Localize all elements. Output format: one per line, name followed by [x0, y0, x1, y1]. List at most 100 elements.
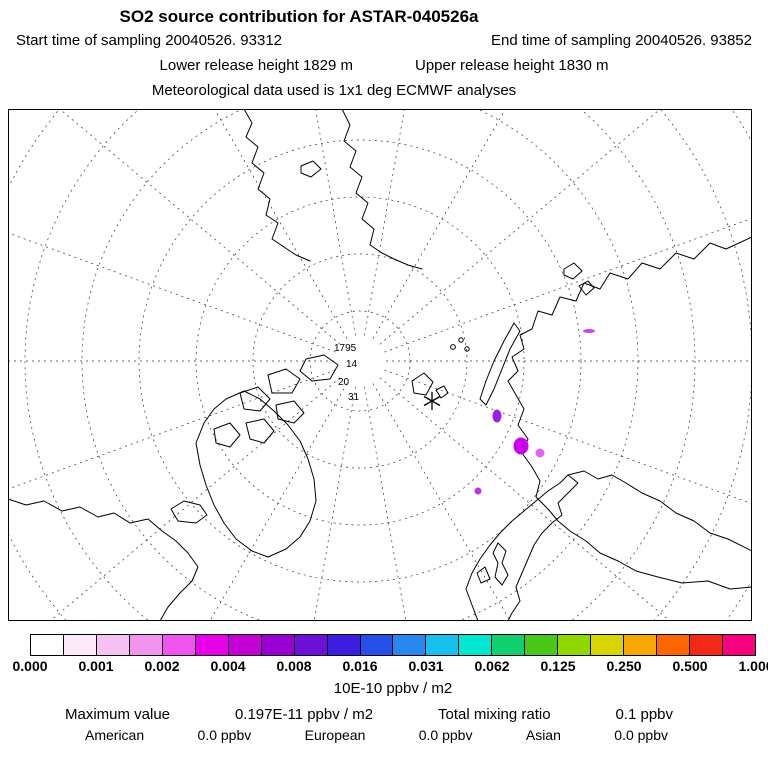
map-svg: 1795 14 20 31: [8, 109, 752, 621]
summary-row: Maximum value 0.197E-11 ppbv / m2 Total …: [0, 706, 768, 723]
plume-patch: [535, 448, 545, 458]
release-heights-row: Lower release height 1829 m Upper releas…: [0, 53, 768, 78]
coastline-franz-josef: [464, 346, 470, 352]
colorbar-cell: [162, 635, 196, 655]
max-value: 0.197E-11 ppbv / m2: [234, 706, 374, 723]
coastline-svalbard: [435, 385, 449, 399]
coastline-severnaya-zemlya: [563, 262, 583, 280]
region-value: 0.0 ppbv: [418, 727, 473, 743]
mixing-ratio-label: Total mixing ratio: [438, 706, 551, 723]
colorbar-tick-label: 0.016: [342, 658, 378, 674]
colorbar-cell: [261, 635, 295, 655]
coastline-arctic-island: [275, 400, 305, 424]
graticule: [9, 110, 751, 620]
colorbar-tick-label: 0.250: [606, 658, 642, 674]
colorbar-cell: [96, 635, 130, 655]
colorbar-ticks: 0.000 0.001 0.002 0.004 0.008 0.016 0.031 0.062…: [12, 658, 768, 677]
release-point-marker: [423, 392, 441, 410]
coastline-ireland: [476, 566, 491, 584]
plume-patch: [492, 409, 502, 423]
colorbar-tick-label: 0.031: [408, 658, 444, 674]
colorbar-tick-label: 0.000: [12, 658, 48, 674]
colorbar-cell: [690, 635, 724, 655]
coastline-iceland: [170, 500, 208, 524]
lower-release-text: Lower release height 1829 m: [159, 57, 353, 74]
coastline-arctic-island: [299, 354, 339, 382]
colorbar-cells: [30, 634, 756, 656]
colorbar-tick-label: 0.500: [672, 658, 708, 674]
plume-patches: [474, 329, 595, 495]
latitude-circle: [24, 110, 696, 620]
regions-row: American 0.0 ppbv European 0.0 ppbv Asia…: [0, 727, 768, 743]
colorbar-cell: [360, 635, 394, 655]
pole-label: 20: [338, 377, 350, 388]
plume-patch: [474, 487, 482, 495]
colorbar-cell: [624, 635, 658, 655]
colorbar-cell: [723, 635, 755, 655]
plume-patch: [513, 437, 529, 455]
colorbar-tick-label: 0.002: [144, 658, 180, 674]
max-value-label: Maximum value: [65, 706, 171, 723]
header: SO2 source contribution for ASTAR-040526…: [0, 0, 768, 103]
colorbar-cell: [294, 635, 328, 655]
coastline-arctic-island: [213, 422, 241, 448]
colorbar-tick-label: 0.062: [474, 658, 510, 674]
pole-label: 14: [346, 359, 358, 370]
coastline-franz-josef: [458, 337, 464, 343]
latitude-circle: [252, 253, 468, 469]
coastline-scandinavia: [465, 474, 579, 620]
colorbar-cell: [63, 635, 97, 655]
colorbar-cell: [426, 635, 460, 655]
coastline-chukotka: [243, 110, 311, 262]
coastline-britain: [492, 542, 509, 586]
sampling-times-row: Start time of sampling 20040526. 93312 E…: [0, 28, 768, 53]
upper-release-text: Upper release height 1830 m: [415, 57, 609, 74]
colorbar-cell: [591, 635, 625, 655]
colorbar-unit-label: 10E-10 ppbv / m2: [333, 680, 453, 697]
latitude-circle: [138, 139, 582, 583]
coastline-wrangel-island: [300, 160, 322, 178]
region-name: Asian: [525, 727, 561, 743]
colorbar-tick-label: 0.001: [78, 658, 114, 674]
coastline-arctic-island: [245, 418, 275, 444]
pole-labels: 1795 14 20 31: [334, 343, 360, 403]
pole-label: 1795: [334, 343, 357, 354]
coastline-arctic-island: [267, 368, 301, 394]
pole-label: 31: [348, 392, 360, 403]
colorbar-cell: [228, 635, 262, 655]
colorbar-tick-label: 0.004: [210, 658, 246, 674]
coastline-arctic-island: [239, 386, 271, 412]
coastline-siberia: [507, 236, 751, 590]
map-border: [8, 109, 752, 621]
region-name: European: [304, 727, 366, 743]
end-time-text: End time of sampling 20040526. 93852: [490, 32, 752, 49]
coastline-novaya-zemlya: [479, 322, 521, 406]
colorbar-tick-label: 0.125: [540, 658, 576, 674]
colorbar-cell: [558, 635, 592, 655]
mixing-ratio-value: 0.1 ppbv: [615, 706, 673, 723]
colorbar: 0.000 0.001 0.002 0.004 0.008 0.016 0.031 0.062…: [12, 634, 768, 677]
colorbar-cell: [459, 635, 493, 655]
coastline-alaska: [341, 110, 423, 270]
colorbar-cell: [195, 635, 229, 655]
met-data-text: Meteorological data used is 1x1 deg ECMW…: [151, 82, 517, 99]
region-value: 0.0 ppbv: [197, 727, 252, 743]
coastline-north-america: [9, 498, 199, 620]
colorbar-tick-label: 1.000: [738, 658, 768, 674]
start-time-text: Start time of sampling 20040526. 93312: [16, 32, 283, 49]
colorbar-cell: [327, 635, 361, 655]
colorbar-cell: [657, 635, 691, 655]
region-name: American: [85, 727, 145, 743]
colorbar-cell: [525, 635, 559, 655]
colorbar-cell: [393, 635, 427, 655]
page-title: SO2 source contribution for ASTAR-040526…: [119, 7, 479, 26]
coastline-svalbard: [411, 372, 434, 396]
plume-patch: [583, 329, 595, 333]
colorbar-cell: [31, 635, 64, 655]
coastline-russia: [567, 470, 751, 552]
colorbar-tick-label: 0.008: [276, 658, 312, 674]
colorbar-cell: [492, 635, 526, 655]
coastlines: [9, 110, 751, 620]
colorbar-cell: [129, 635, 163, 655]
coastline-franz-josef: [450, 344, 456, 350]
